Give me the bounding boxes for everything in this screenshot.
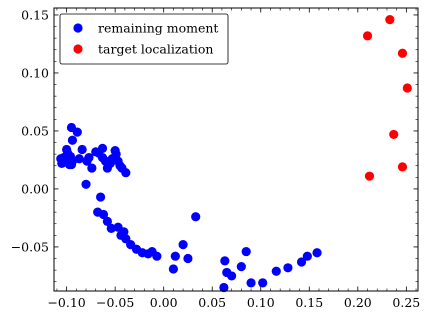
data-point [170,251,180,261]
y-tick-label: 0.00 [21,181,49,196]
data-point [84,153,94,163]
data-point [183,253,193,264]
data-point [67,135,78,145]
x-tick-label: 0.10 [247,295,275,310]
data-points [56,15,412,293]
data-point [66,159,77,170]
data-point [389,129,399,140]
data-point [246,278,256,288]
series-0 [56,122,322,293]
data-point [397,48,408,58]
data-point [98,209,109,220]
data-point [152,251,162,261]
data-point [302,251,312,261]
x-tick-label: 0.00 [150,295,178,310]
series-1 [362,15,412,181]
x-tick-label: −0.05 [96,295,134,310]
data-point [271,266,281,276]
data-point [74,154,84,164]
axis-tick-labels: −0.10 −0.05 0.00 0.05 0.10 0.15 0.20 0.25 −0.05 0… [11,7,421,310]
legend: remaining moment target localization [59,13,229,65]
x-tick-label: 0.15 [295,295,323,310]
data-point [385,15,395,25]
axis-ticks [54,8,418,291]
data-point [119,227,129,237]
data-point [95,192,106,202]
data-point [219,282,229,293]
data-point [97,143,108,153]
legend-marker [73,23,83,33]
data-point [296,257,307,267]
y-tick-label: −0.05 [11,239,49,254]
y-tick-label: 0.10 [21,65,49,80]
legend-marker [73,44,83,54]
data-point [106,223,116,233]
data-point [312,248,322,258]
x-tick-label: 0.05 [198,295,226,310]
data-point [362,31,373,41]
data-point [258,278,268,288]
y-tick-label: 0.05 [21,123,49,138]
legend-label: remaining moment [98,20,218,35]
data-point [236,262,246,272]
x-tick-label: 0.25 [392,295,420,310]
legend-label: target localization [98,41,213,56]
data-point [178,240,188,250]
plot-frame [53,7,419,292]
data-point [81,179,91,189]
data-point [87,163,97,173]
data-point [111,149,121,159]
data-point [220,256,230,266]
data-point [66,122,77,133]
legend-box [59,13,229,65]
x-tick-label: 0.20 [344,295,372,310]
data-point [121,168,131,178]
data-point [168,264,178,274]
y-tick-label: 0.15 [21,7,49,22]
x-tick-label: −0.10 [47,295,85,310]
data-point [283,263,293,273]
data-point [227,271,237,281]
data-point [77,144,87,155]
data-point [397,162,408,172]
data-point [102,216,112,227]
data-point [241,246,251,257]
data-point [364,171,375,181]
data-point [191,212,201,222]
data-point [402,83,412,93]
